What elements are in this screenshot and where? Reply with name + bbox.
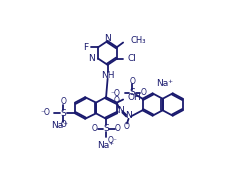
Text: Na⁺: Na⁺ <box>156 79 173 88</box>
Text: O: O <box>92 124 97 133</box>
Text: F: F <box>83 43 88 52</box>
Text: O: O <box>124 122 130 131</box>
Text: N: N <box>117 106 123 115</box>
Text: Na⁺: Na⁺ <box>98 141 114 150</box>
Text: CH₃: CH₃ <box>130 36 146 45</box>
Text: N: N <box>88 54 95 63</box>
Text: O⁻: O⁻ <box>108 136 118 145</box>
Text: O: O <box>113 96 119 105</box>
Text: O: O <box>129 76 135 86</box>
Text: OH: OH <box>128 94 141 102</box>
Text: Na⁺: Na⁺ <box>51 121 68 130</box>
Text: N: N <box>104 34 111 43</box>
Text: N: N <box>125 111 132 120</box>
Text: O: O <box>60 97 66 106</box>
Text: Cl: Cl <box>128 54 137 63</box>
Text: O: O <box>115 124 121 133</box>
Text: O: O <box>60 120 66 129</box>
Text: ⁻O: ⁻O <box>40 108 50 117</box>
Text: O: O <box>140 88 146 97</box>
Text: S: S <box>60 109 66 118</box>
Text: ⁻O: ⁻O <box>111 89 121 98</box>
Text: S: S <box>130 88 135 97</box>
Text: S: S <box>103 124 109 133</box>
Text: NH: NH <box>101 71 114 80</box>
